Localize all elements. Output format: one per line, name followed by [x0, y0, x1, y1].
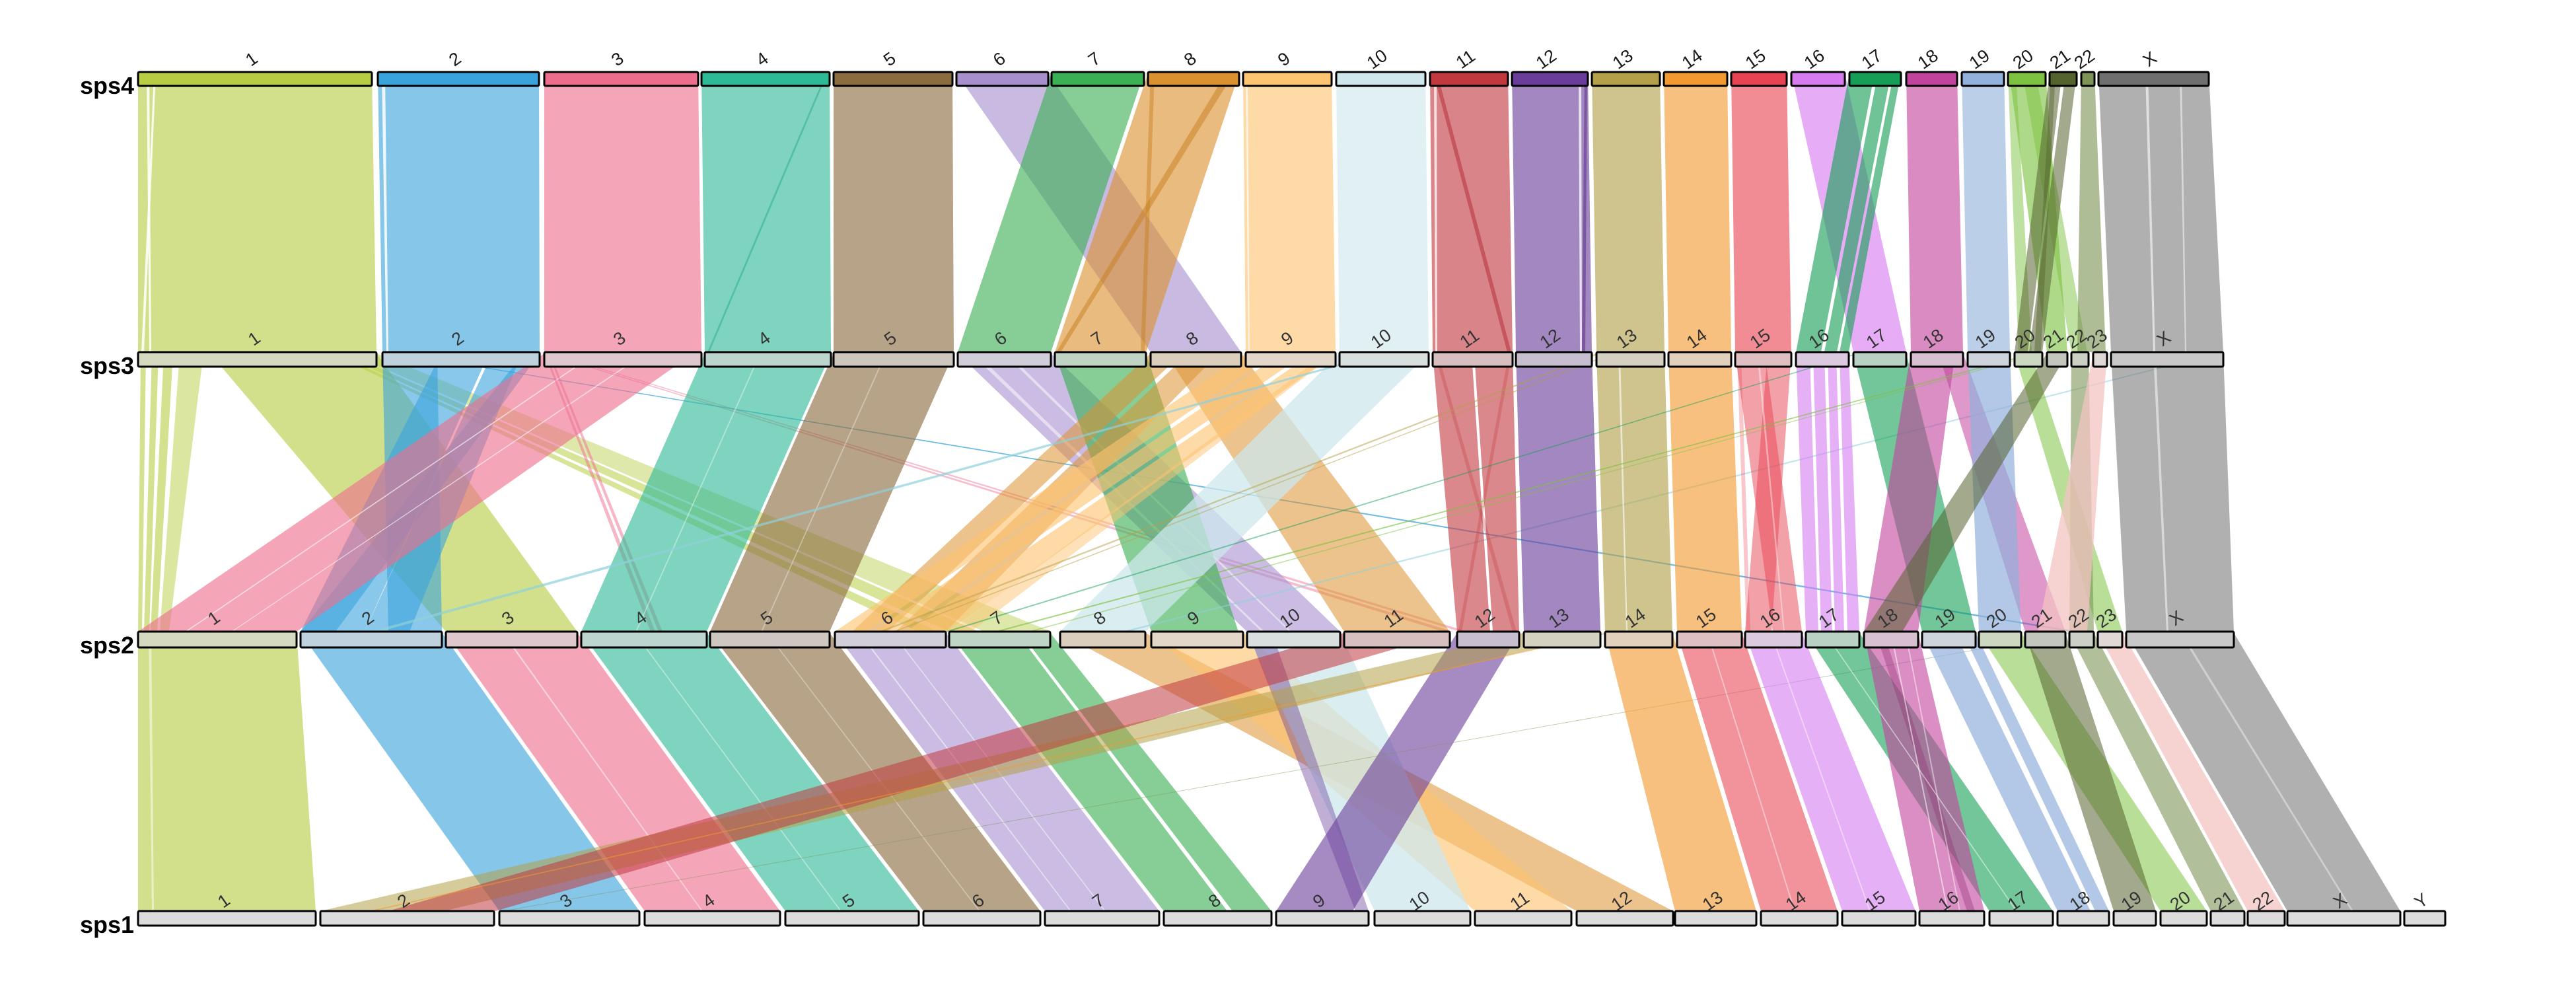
- svg-text:sps2: sps2: [80, 632, 134, 659]
- svg-text:sps3: sps3: [80, 352, 134, 379]
- svg-text:sps1: sps1: [80, 911, 134, 938]
- svg-text:sps4: sps4: [80, 72, 134, 99]
